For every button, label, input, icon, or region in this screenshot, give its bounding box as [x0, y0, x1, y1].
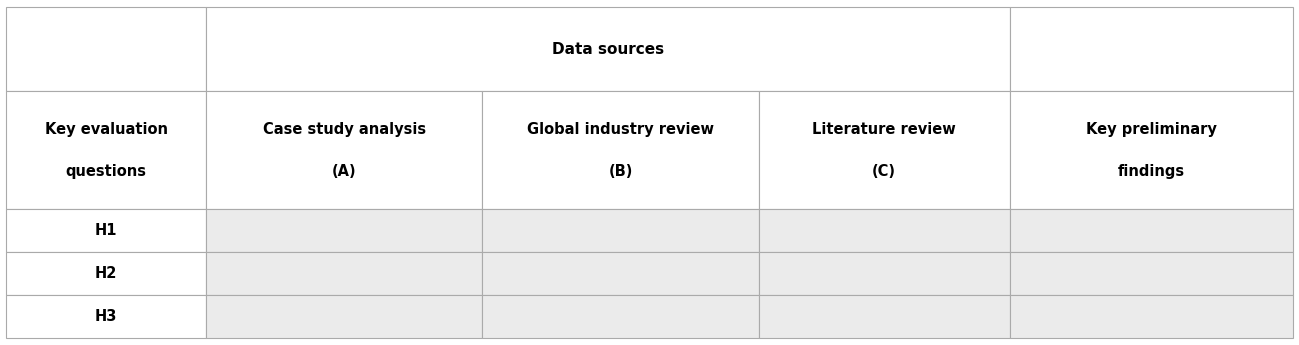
- Text: Literature review

(C): Literature review (C): [812, 122, 956, 179]
- Bar: [1009, 91, 1293, 209]
- Bar: [205, 209, 482, 252]
- Bar: [1009, 252, 1293, 295]
- Text: Case study analysis

(A): Case study analysis (A): [262, 122, 426, 179]
- Text: H2: H2: [95, 266, 117, 281]
- Text: Key evaluation

questions: Key evaluation questions: [44, 122, 168, 179]
- Bar: [482, 252, 759, 295]
- Bar: [759, 295, 1009, 338]
- Text: H3: H3: [95, 309, 117, 324]
- Bar: [205, 91, 482, 209]
- Text: Global industry review

(B): Global industry review (B): [527, 122, 714, 179]
- Bar: [6, 252, 205, 295]
- Bar: [6, 209, 205, 252]
- Bar: [6, 7, 205, 91]
- Text: H1: H1: [95, 223, 117, 238]
- Bar: [482, 295, 759, 338]
- Text: Key preliminary

findings: Key preliminary findings: [1086, 122, 1216, 179]
- Text: Data sources: Data sources: [552, 42, 664, 57]
- Bar: [759, 91, 1009, 209]
- Bar: [205, 295, 482, 338]
- Bar: [6, 295, 205, 338]
- Bar: [6, 91, 205, 209]
- Bar: [1009, 209, 1293, 252]
- Bar: [1009, 295, 1293, 338]
- Bar: [205, 252, 482, 295]
- Bar: [1009, 7, 1293, 91]
- Bar: [205, 7, 1009, 91]
- Bar: [759, 252, 1009, 295]
- Bar: [482, 91, 759, 209]
- Bar: [482, 209, 759, 252]
- Bar: [759, 209, 1009, 252]
